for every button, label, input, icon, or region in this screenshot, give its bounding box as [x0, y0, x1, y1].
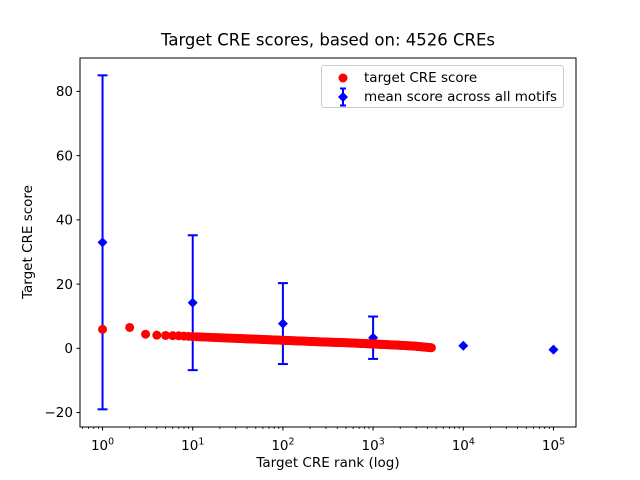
plot-frame	[79, 57, 577, 428]
y-axis-ticks: −20 0 20 40 60 80	[45, 84, 80, 421]
svg-text:−20: −20	[45, 405, 74, 421]
svg-text:100: 100	[91, 437, 114, 455]
chart-title: Target CRE scores, based on: 4526 CREs	[160, 30, 496, 50]
legend-entry-target-cre-score: target CRE score	[322, 68, 563, 87]
svg-text:80: 80	[56, 84, 73, 100]
legend: target CRE score mean score across all m…	[321, 65, 564, 108]
svg-text:0: 0	[64, 341, 73, 357]
svg-text:103: 103	[362, 437, 385, 455]
x-axis-label: Target CRE rank (log)	[256, 455, 400, 471]
svg-text:101: 101	[181, 437, 204, 455]
legend-errorbar-diamond-marker-icon	[322, 87, 364, 107]
svg-text:20: 20	[56, 277, 73, 293]
legend-circle-marker-icon	[322, 68, 364, 88]
svg-text:102: 102	[271, 437, 294, 455]
legend-label: target CRE score	[364, 69, 478, 86]
series-target-cre-score	[98, 322, 436, 353]
svg-text:105: 105	[542, 437, 565, 455]
svg-text:60: 60	[56, 148, 73, 164]
x-axis-ticks: 100 101 102 103 104 105	[91, 427, 565, 454]
svg-text:40: 40	[56, 213, 73, 229]
legend-entry-mean-score: mean score across all motifs	[322, 87, 563, 106]
series-mean-score-across-all-motifs	[97, 74, 559, 411]
legend-label: mean score across all motifs	[364, 88, 558, 105]
y-axis-label: Target CRE score	[20, 185, 36, 299]
svg-text:104: 104	[452, 437, 475, 455]
